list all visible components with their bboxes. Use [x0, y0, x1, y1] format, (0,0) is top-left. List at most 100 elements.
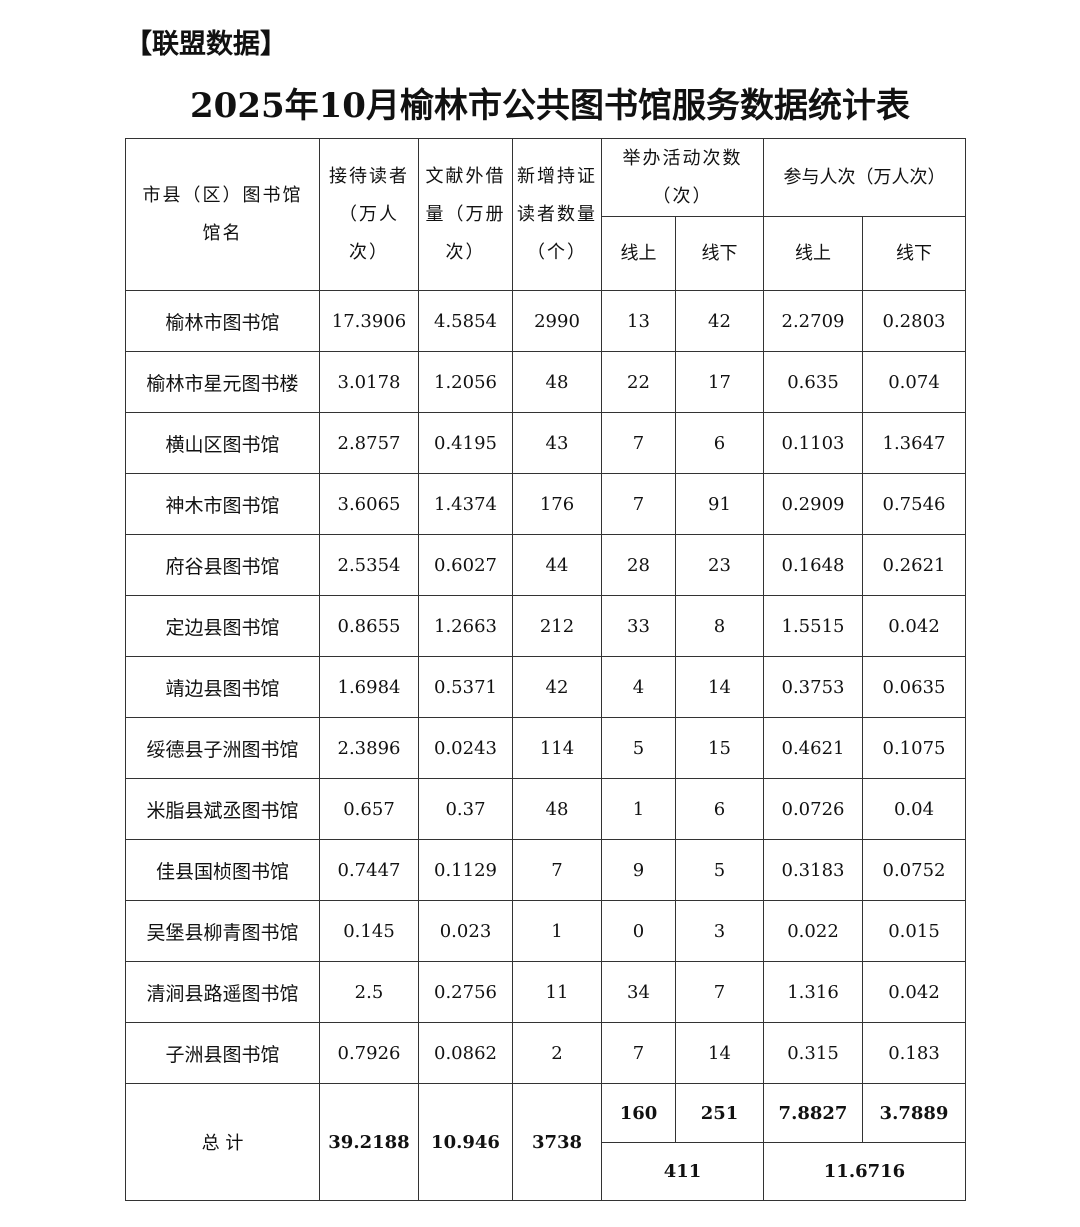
table-row: 定边县图书馆 0.8655 1.2663 212 33 8 1.5515 0.042 [125, 595, 966, 657]
cell-participants-online: 0.315 [763, 1022, 863, 1084]
cell-library-name: 子洲县图书馆 [125, 1022, 320, 1084]
header-participants: 参与人次（万人次） [763, 138, 966, 217]
cell-participants-offline: 0.0635 [862, 656, 966, 718]
cell-events-offline: 14 [675, 656, 764, 718]
table-row: 米脂县斌丞图书馆 0.657 0.37 48 1 6 0.0726 0.04 [125, 778, 966, 840]
cell-visitors: 1.6984 [319, 656, 419, 718]
cell-events-offline: 91 [675, 473, 764, 535]
table-row: 佳县国桢图书馆 0.7447 0.1129 7 9 5 0.3183 0.0752 [125, 839, 966, 901]
cell-participants-offline: 1.3647 [862, 412, 966, 474]
header-visitors: 接待读者（万人次） [319, 138, 419, 291]
cell-loans: 0.1129 [418, 839, 513, 901]
cell-participants-online: 0.635 [763, 351, 863, 413]
cell-participants-offline: 0.1075 [862, 717, 966, 779]
cell-new-cards: 42 [512, 656, 602, 718]
cell-visitors: 2.3896 [319, 717, 419, 779]
header-new-cards: 新增持证读者数量（个） [512, 138, 602, 291]
total-label: 总 计 [125, 1083, 320, 1201]
cell-events-online: 5 [601, 717, 676, 779]
cell-participants-offline: 0.074 [862, 351, 966, 413]
cell-events-online: 4 [601, 656, 676, 718]
total-participants-online: 7.8827 [763, 1083, 863, 1143]
cell-participants-offline: 0.0752 [862, 839, 966, 901]
cell-new-cards: 11 [512, 961, 602, 1023]
total-sum-row: 411 11.6716 [126, 1142, 966, 1201]
table-row: 榆林市星元图书楼 3.0178 1.2056 48 22 17 0.635 0.074 [125, 351, 966, 413]
cell-library-name: 定边县图书馆 [125, 595, 320, 657]
cell-events-online: 28 [601, 534, 676, 596]
table-row: 神木市图书馆 3.6065 1.4374 176 7 91 0.2909 0.7546 [125, 473, 966, 535]
cell-loans: 0.5371 [418, 656, 513, 718]
cell-visitors: 2.5 [319, 961, 419, 1023]
cell-participants-online: 0.3183 [763, 839, 863, 901]
page-title: 2025年10月榆林市公共图书馆服务数据统计表 [190, 86, 910, 126]
cell-participants-online: 1.5515 [763, 595, 863, 657]
table-row: 榆林市图书馆 17.3906 4.5854 2990 13 42 2.2709 0.2803 [125, 290, 966, 352]
cell-participants-online: 0.4621 [763, 717, 863, 779]
cell-events-online: 22 [601, 351, 676, 413]
cell-participants-offline: 0.042 [862, 961, 966, 1023]
cell-new-cards: 212 [512, 595, 602, 657]
header-participants-online: 线上 [763, 216, 863, 291]
total-row: 总 计 39.2188 10.946 3738 160 251 7.8827 3.7889 [125, 1083, 966, 1201]
cell-visitors: 0.7447 [319, 839, 419, 901]
cell-loans: 1.2056 [418, 351, 513, 413]
table-row: 府谷县图书馆 2.5354 0.6027 44 28 23 0.1648 0.2621 [125, 534, 966, 596]
cell-new-cards: 7 [512, 839, 602, 901]
cell-library-name: 神木市图书馆 [125, 473, 320, 535]
table-row: 绥德县子洲图书馆 2.3896 0.0243 114 5 15 0.4621 0.1075 [125, 717, 966, 779]
cell-participants-offline: 0.015 [862, 900, 966, 962]
section-tag: 【联盟数据】 [125, 29, 287, 60]
cell-participants-offline: 0.2803 [862, 290, 966, 352]
cell-loans: 1.2663 [418, 595, 513, 657]
cell-new-cards: 44 [512, 534, 602, 596]
cell-events-online: 7 [601, 473, 676, 535]
cell-events-offline: 14 [675, 1022, 764, 1084]
cell-library-name: 榆林市星元图书楼 [125, 351, 320, 413]
cell-participants-online: 1.316 [763, 961, 863, 1023]
header-loans: 文献外借量（万册次） [418, 138, 513, 291]
cell-library-name: 米脂县斌丞图书馆 [125, 778, 320, 840]
cell-events-online: 9 [601, 839, 676, 901]
cell-participants-offline: 0.042 [862, 595, 966, 657]
cell-visitors: 3.6065 [319, 473, 419, 535]
total-visitors: 39.2188 [319, 1083, 419, 1201]
cell-events-online: 34 [601, 961, 676, 1023]
cell-loans: 1.4374 [418, 473, 513, 535]
cell-participants-online: 0.022 [763, 900, 863, 962]
cell-events-offline: 17 [675, 351, 764, 413]
cell-library-name: 绥德县子洲图书馆 [125, 717, 320, 779]
cell-loans: 0.0243 [418, 717, 513, 779]
cell-events-online: 1 [601, 778, 676, 840]
table-row: 清涧县路遥图书馆 2.5 0.2756 11 34 7 1.316 0.042 [125, 961, 966, 1023]
cell-participants-online: 0.2909 [763, 473, 863, 535]
cell-loans: 0.6027 [418, 534, 513, 596]
cell-events-offline: 8 [675, 595, 764, 657]
total-events-online: 160 [601, 1083, 676, 1143]
header-events: 举办活动次数（次） [601, 138, 764, 217]
statistics-table: 市县（区）图书馆馆名 接待读者（万人次） 文献外借量（万册次） 新增持证读者数量… [125, 138, 966, 1201]
cell-loans: 0.023 [418, 900, 513, 962]
cell-events-online: 13 [601, 290, 676, 352]
table-row: 子洲县图书馆 0.7926 0.0862 2 7 14 0.315 0.183 [125, 1022, 966, 1084]
cell-loans: 0.0862 [418, 1022, 513, 1084]
total-participants-sum: 11.6716 [763, 1142, 966, 1201]
cell-participants-online: 2.2709 [763, 290, 863, 352]
cell-participants-online: 0.1648 [763, 534, 863, 596]
cell-events-online: 7 [601, 1022, 676, 1084]
cell-participants-online: 0.3753 [763, 656, 863, 718]
total-loans: 10.946 [418, 1083, 513, 1201]
total-participants-offline: 3.7889 [862, 1083, 966, 1143]
cell-visitors: 0.7926 [319, 1022, 419, 1084]
cell-events-online: 7 [601, 412, 676, 474]
cell-new-cards: 43 [512, 412, 602, 474]
header-name: 市县（区）图书馆馆名 [125, 138, 320, 291]
cell-library-name: 清涧县路遥图书馆 [125, 961, 320, 1023]
table-row: 吴堡县柳青图书馆 0.145 0.023 1 0 3 0.022 0.015 [125, 900, 966, 962]
cell-events-offline: 15 [675, 717, 764, 779]
table-row: 横山区图书馆 2.8757 0.4195 43 7 6 0.1103 1.3647 [125, 412, 966, 474]
cell-events-online: 0 [601, 900, 676, 962]
cell-library-name: 靖边县图书馆 [125, 656, 320, 718]
cell-participants-offline: 0.2621 [862, 534, 966, 596]
cell-participants-offline: 0.7546 [862, 473, 966, 535]
